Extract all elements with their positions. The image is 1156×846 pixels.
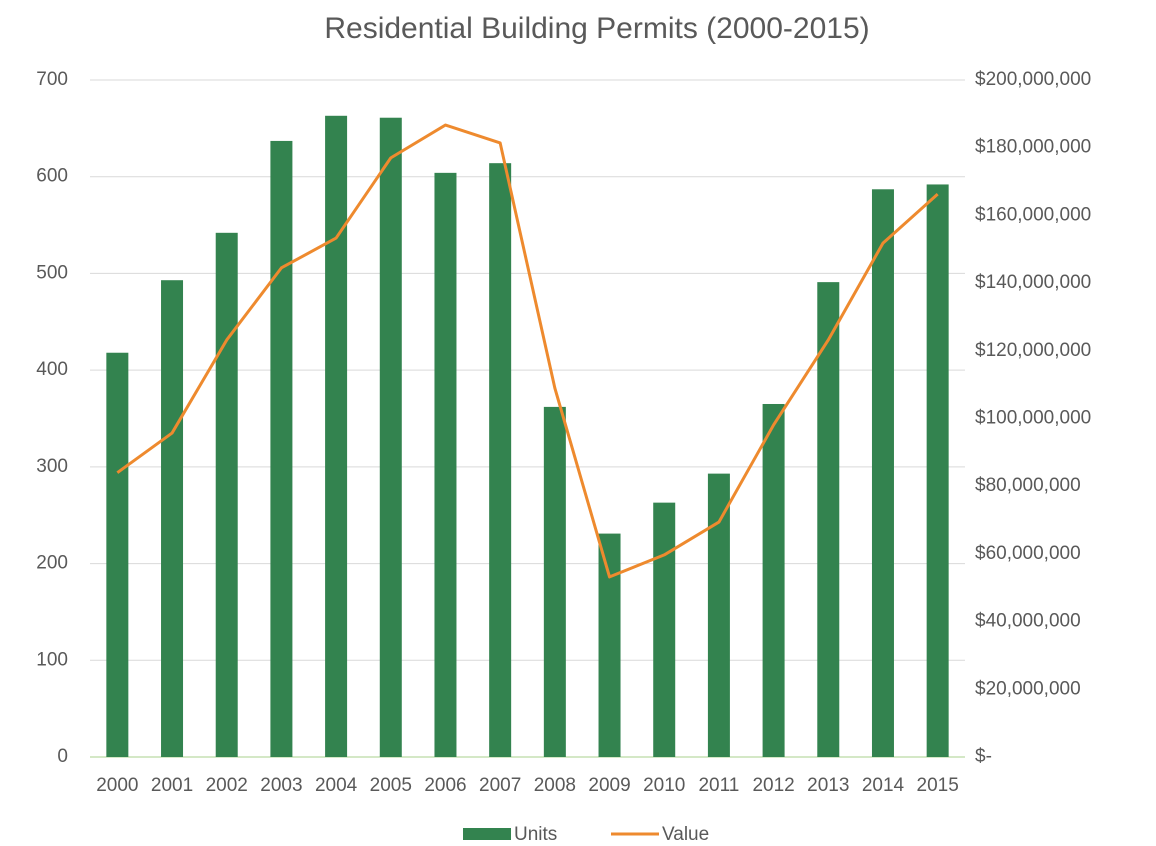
y-tick-label: 500 [36, 262, 68, 283]
bar [270, 140, 293, 757]
x-tick-label: 2006 [424, 775, 466, 796]
y2-tick-label: $- [975, 746, 992, 767]
y-tick-label: 700 [36, 69, 68, 90]
y2-tick-label: $40,000,000 [975, 611, 1081, 632]
bar [817, 282, 840, 757]
x-tick-label: 2000 [96, 775, 138, 796]
bar [598, 533, 621, 757]
bar [707, 473, 730, 757]
bar [489, 163, 512, 757]
x-tick-label: 2001 [151, 775, 193, 796]
chart-title: Residential Building Permits (2000-2015) [324, 12, 869, 45]
y-tick-label: 200 [36, 553, 68, 574]
y2-tick-label: $140,000,000 [975, 272, 1091, 293]
y2-tick-label: $200,000,000 [975, 69, 1091, 90]
x-tick-label: 2007 [479, 775, 521, 796]
bar [106, 352, 129, 757]
bar [543, 406, 566, 757]
x-tick-label: 2010 [643, 775, 685, 796]
x-tick-label: 2014 [862, 775, 905, 796]
x-tick-label: 2011 [698, 775, 739, 796]
y2-tick-label: $180,000,000 [975, 137, 1091, 158]
y-tick-label: 100 [36, 649, 68, 670]
y-tick-label: 0 [57, 746, 68, 767]
x-tick-label: 2008 [534, 775, 576, 796]
y2-tick-label: $20,000,000 [975, 678, 1081, 699]
x-tick-label: 2002 [206, 775, 248, 796]
y2-tick-label: $80,000,000 [975, 475, 1081, 496]
bar [653, 502, 676, 757]
bar [379, 117, 402, 758]
y2-tick-label: $100,000,000 [975, 408, 1091, 429]
x-tick-label: 2015 [917, 775, 959, 796]
line [116, 123, 939, 579]
x-tick-label: 2005 [370, 775, 412, 796]
x-tick-label: 2009 [588, 775, 630, 796]
x-tick-label: 2004 [315, 775, 358, 796]
y2-tick-label: $60,000,000 [975, 543, 1081, 564]
bar [325, 115, 348, 757]
bar [762, 403, 785, 757]
y2-tick-label: $160,000,000 [975, 204, 1091, 225]
bar [871, 189, 894, 758]
legend-label: Units [514, 824, 557, 845]
x-tick-label: 2003 [260, 775, 302, 796]
y2-tick-label: $120,000,000 [975, 340, 1091, 361]
y-tick-label: 400 [36, 359, 68, 380]
bar [434, 172, 457, 758]
x-tick-label: 2013 [807, 775, 849, 796]
bar [926, 184, 949, 758]
legend-swatch [463, 828, 511, 840]
y-tick-label: 300 [36, 456, 68, 477]
bar [215, 232, 238, 757]
x-tick-label: 2012 [752, 775, 794, 796]
bar [161, 280, 184, 757]
legend-label: Value [662, 824, 709, 845]
y-tick-label: 600 [36, 166, 68, 187]
